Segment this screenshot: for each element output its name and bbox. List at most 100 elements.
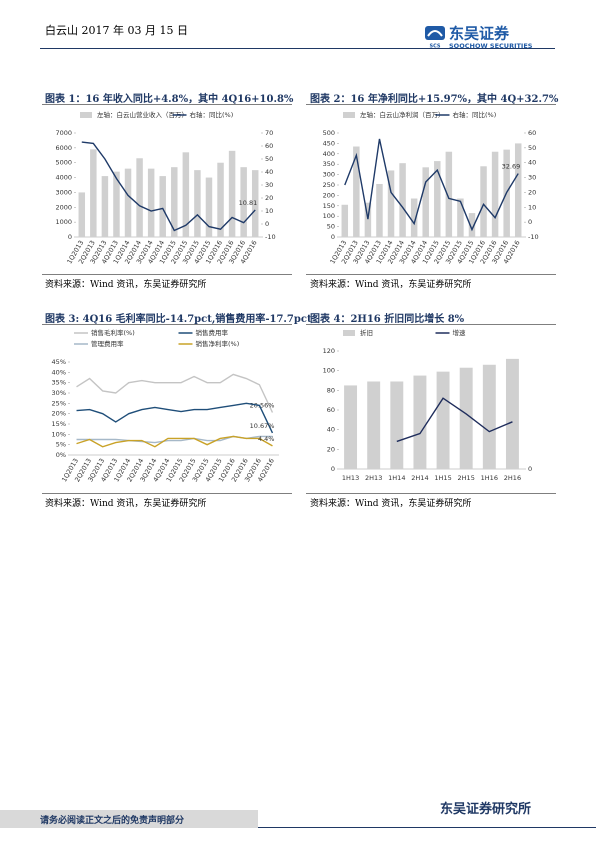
logo-mark [425, 26, 445, 40]
bar [387, 170, 395, 237]
chart: 0 20 40 60 80 100 120 0 1H13 2H13 1H14 2H14 1H15 2H15… [323, 328, 533, 482]
x-tick-label: 1H15 [434, 474, 451, 482]
bar [251, 170, 259, 237]
x-tick-label: 2H15 [458, 474, 475, 482]
bar [422, 167, 429, 237]
institute: 东吴证券研究所 [440, 802, 532, 817]
bar [124, 168, 132, 237]
footer-rule [258, 827, 596, 828]
legend-label: 右轴：同比(%) [190, 110, 234, 119]
line-series [344, 138, 519, 232]
y-tick-label: 100 [323, 212, 335, 220]
y-tick-label: 60 [327, 406, 335, 414]
bar [101, 176, 109, 237]
chart-source: 资料来源：Wind 资讯，东吴证券研究所 [310, 280, 472, 290]
legend-label: 销售净利率(%) [196, 339, 240, 348]
bar [459, 367, 473, 469]
y-tick-label: 7000 [55, 129, 72, 137]
bar [410, 198, 418, 237]
bar [413, 375, 427, 469]
bar [491, 151, 499, 237]
chart-title: 图表 2：16 年净利同比+15.97%，其中 4Q+32.7% [310, 94, 559, 105]
y2-tick-label: 0 [265, 220, 269, 228]
chart-source: 资料来源：Wind 资讯，东吴证券研究所 [45, 280, 207, 290]
y-tick-label: 35% [52, 379, 66, 387]
bar [364, 202, 372, 237]
y2-tick-label: 0 [528, 218, 532, 226]
bar [90, 149, 97, 237]
chart: 0 50 100 150 200 250 300 350 400 450 500 -10 0 10 20 30… [323, 110, 539, 265]
bar [147, 168, 155, 237]
bar [136, 158, 143, 237]
y2-tick-label: 50 [265, 155, 273, 163]
bar [457, 198, 464, 237]
value-label: 4.4% [258, 435, 275, 443]
report-date: 白云山 2017 年 03 月 15 日 [45, 24, 188, 37]
value-label: 10.67% [250, 422, 275, 430]
bar [480, 166, 487, 237]
chart-title: 图表 1：16 年收入同比+4.8%，其中 4Q16+10.8% [45, 94, 294, 105]
x-tick-label: 2H13 [365, 474, 382, 482]
logo-text: SCS [430, 44, 441, 50]
y-tick-label: 15% [52, 420, 66, 428]
y-tick-label: 50 [327, 223, 335, 231]
value-label: 32.69 [502, 163, 521, 171]
y-tick-label: 5000 [55, 159, 72, 167]
y2-tick-label: -10 [528, 233, 539, 241]
title-rule [42, 104, 292, 105]
x-tick-label: 1H16 [481, 474, 498, 482]
y-tick-label: 1000 [55, 218, 72, 226]
y2-tick-label: 40 [528, 159, 536, 167]
y-tick-label: 10% [52, 430, 66, 438]
bar [228, 150, 236, 237]
y-tick-label: 40 [327, 426, 335, 434]
bar [353, 146, 360, 237]
y2-tick-label: -10 [265, 233, 276, 241]
x-tick-label: 1H13 [342, 474, 359, 482]
y-tick-label: 0 [68, 233, 72, 241]
chart: 0 1000 2000 3000 4000 5000 6000 7000 -10 0 10 20 30 4… [55, 110, 276, 265]
y-tick-label: 120 [323, 347, 335, 355]
y2-tick-label: 60 [265, 142, 273, 150]
legend-label: 管理费用率 [91, 339, 124, 348]
bar [159, 176, 166, 237]
legend-label: 折旧 [360, 328, 373, 337]
bar [505, 358, 519, 469]
y-tick-label: 150 [323, 202, 335, 210]
x-tick-label: 1H14 [388, 474, 405, 482]
bar [434, 161, 441, 237]
chart-source: 资料来源：Wind 资讯，东吴证券研究所 [310, 499, 472, 509]
y-tick-label: 5% [56, 441, 66, 449]
y2-tick-label: 30 [265, 181, 273, 189]
bar [482, 364, 496, 469]
y2-tick-label: 10 [528, 203, 536, 211]
bar [205, 177, 213, 237]
disclaimer: 请务必阅读正文之后的免责声明部分 [40, 816, 185, 826]
y2-tick-label: 50 [528, 144, 536, 152]
line-series [76, 402, 274, 434]
bar [194, 170, 201, 237]
y-tick-label: 80 [327, 386, 335, 394]
y-tick-label: 3000 [55, 188, 72, 196]
y-tick-label: 6000 [55, 144, 72, 152]
bar [399, 163, 406, 237]
bar [468, 213, 476, 237]
y2-tick-label: 0 [528, 465, 532, 473]
bar [113, 171, 120, 237]
y-tick-label: 20 [327, 445, 335, 453]
value-label: 10.81 [239, 199, 258, 207]
y-tick-label: 20% [52, 410, 66, 418]
y-tick-label: 100 [323, 367, 335, 375]
y-tick-label: 450 [323, 139, 335, 147]
brand-en: SOOCHOW SECURITIES [449, 42, 533, 50]
y-tick-label: 2000 [55, 203, 72, 211]
y-tick-label: 250 [323, 181, 335, 189]
y-tick-label: 400 [323, 150, 335, 158]
title-rule [306, 104, 556, 105]
line-series [396, 397, 513, 443]
y-tick-label: 0 [331, 465, 335, 473]
y-tick-label: 25% [52, 399, 66, 407]
y-tick-label: 30% [52, 389, 66, 397]
legend-label: 销售费用率 [196, 328, 229, 337]
